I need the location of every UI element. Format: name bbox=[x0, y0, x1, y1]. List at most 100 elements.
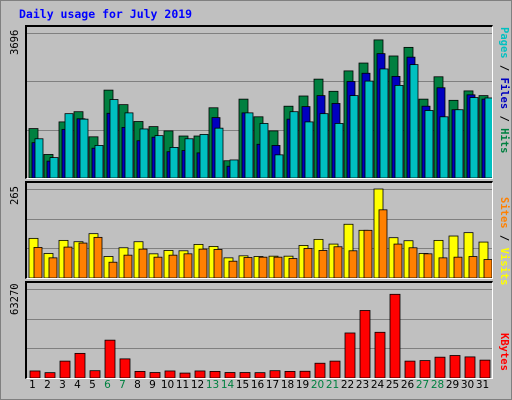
bar-pages-day-27 bbox=[424, 110, 434, 178]
panel-middle-svg bbox=[27, 188, 492, 278]
bar-kbytes-day-26 bbox=[404, 360, 416, 378]
bar-sites-day-12 bbox=[198, 248, 208, 278]
bar-visits-day-30 bbox=[463, 232, 474, 278]
x-tick-label: 30 bbox=[460, 379, 475, 391]
bar-sites-day-31 bbox=[483, 259, 492, 278]
x-tick-label: 18 bbox=[280, 379, 295, 391]
bar-pages-day-10 bbox=[169, 146, 179, 178]
bar-sites-day-13 bbox=[213, 249, 223, 278]
bar-sites-day-27 bbox=[423, 253, 433, 278]
panel-bottom-svg bbox=[27, 289, 492, 378]
bar-kbytes-day-20 bbox=[314, 362, 326, 378]
bar-kbytes-day-27 bbox=[419, 360, 431, 378]
bar-sites-day-11 bbox=[183, 253, 193, 278]
bar-kbytes-day-21 bbox=[329, 360, 341, 378]
bar-sites-day-30 bbox=[468, 256, 478, 278]
bar-pages-day-2 bbox=[49, 157, 59, 178]
bottom-ymax-label: 63270 bbox=[9, 281, 21, 321]
x-tick-label: 4 bbox=[74, 379, 81, 391]
bar-pages-day-1 bbox=[34, 138, 44, 178]
bar-sites-day-7 bbox=[123, 254, 133, 278]
chart-title: Daily usage for July 2019 bbox=[19, 7, 193, 21]
x-tick-label: 1 bbox=[29, 379, 36, 391]
legend-part: / bbox=[498, 58, 510, 78]
bar-sites-day-14 bbox=[228, 260, 238, 278]
x-tick-label: 11 bbox=[175, 379, 190, 391]
bar-sites-day-23 bbox=[363, 229, 373, 278]
bar-pages-day-9 bbox=[154, 135, 164, 178]
top-legend-text: Pages / Files / Hits bbox=[498, 27, 510, 153]
x-tick-label: 19 bbox=[295, 379, 310, 391]
bar-kbytes-day-30 bbox=[464, 356, 476, 378]
bar-sites-day-2 bbox=[48, 257, 58, 278]
legend-part: Hits bbox=[498, 128, 510, 154]
x-tick-label: 3 bbox=[59, 379, 66, 391]
bar-kbytes-day-9 bbox=[149, 372, 161, 378]
bar-sites-day-6 bbox=[108, 261, 118, 278]
bar-sites-day-3 bbox=[63, 246, 73, 278]
bar-sites-day-19 bbox=[303, 248, 313, 278]
x-tick-label: 10 bbox=[160, 379, 175, 391]
bar-kbytes-day-19 bbox=[299, 370, 311, 378]
bar-kbytes-day-23 bbox=[359, 310, 371, 378]
bar-kbytes-day-8 bbox=[134, 370, 146, 378]
x-axis-labels: 1 2 3 4 5 6 7 8 9 10 11 12 13 14 15 16 17 18 19 20 21 22 23 24 2… bbox=[25, 379, 493, 395]
bar-sites-day-1 bbox=[33, 247, 43, 278]
x-tick-label: 12 bbox=[190, 379, 205, 391]
bar-kbytes-day-6 bbox=[104, 339, 116, 378]
middle-ymax-text: 265 bbox=[9, 186, 21, 205]
x-tick-label: 21 bbox=[325, 379, 340, 391]
bar-kbytes-day-29 bbox=[449, 355, 461, 378]
x-tick-label: 29 bbox=[445, 379, 460, 391]
bar-pages-day-23 bbox=[364, 80, 374, 178]
bar-sites-day-4 bbox=[78, 242, 88, 278]
legend-part: / bbox=[498, 228, 510, 248]
bar-pages-day-8 bbox=[139, 128, 149, 178]
bar-pages-day-13 bbox=[214, 127, 224, 178]
bar-sites-day-22 bbox=[348, 250, 358, 278]
x-tick-label: 22 bbox=[340, 379, 355, 391]
bar-pages-day-30 bbox=[469, 97, 479, 178]
x-tick-label: 26 bbox=[400, 379, 415, 391]
x-tick-label: 23 bbox=[355, 379, 370, 391]
bar-pages-day-28 bbox=[439, 116, 449, 178]
bar-kbytes-day-1 bbox=[29, 370, 41, 378]
middle-legend-text: Sites / Visits bbox=[498, 197, 510, 286]
bar-kbytes-day-3 bbox=[59, 360, 71, 378]
top-ymax-text: 3696 bbox=[9, 29, 21, 55]
x-tick-label: 13 bbox=[205, 379, 220, 391]
legend-part: Files bbox=[498, 77, 510, 110]
bar-pages-day-24 bbox=[379, 68, 389, 178]
bar-kbytes-day-15 bbox=[239, 372, 251, 378]
x-tick-label: 20 bbox=[310, 379, 325, 391]
bar-sites-day-21 bbox=[333, 246, 343, 278]
bar-pages-day-14 bbox=[229, 159, 239, 178]
top-ymax-label: 3696 bbox=[9, 23, 21, 73]
bar-kbytes-day-12 bbox=[194, 370, 206, 378]
bar-sites-day-5 bbox=[93, 236, 103, 278]
bar-pages-day-6 bbox=[109, 99, 119, 178]
bar-pages-day-21 bbox=[334, 123, 344, 178]
bar-kbytes-day-24 bbox=[374, 331, 386, 378]
x-tick-label: 24 bbox=[370, 379, 385, 391]
bar-pages-day-11 bbox=[184, 138, 194, 178]
bar-sites-day-26 bbox=[408, 247, 418, 278]
bar-sites-day-18 bbox=[288, 258, 298, 278]
bar-kbytes-day-2 bbox=[44, 372, 56, 378]
x-tick-label: 16 bbox=[250, 379, 265, 391]
bar-kbytes-day-11 bbox=[179, 372, 191, 378]
bar-pages-day-5 bbox=[94, 145, 104, 178]
legend-part: Pages bbox=[498, 27, 510, 59]
bar-pages-day-15 bbox=[244, 112, 254, 178]
bar-sites-day-16 bbox=[258, 256, 268, 278]
x-tick-label: 31 bbox=[475, 379, 490, 391]
x-tick-label: 28 bbox=[430, 379, 445, 391]
x-tick-label: 5 bbox=[89, 379, 96, 391]
bar-pages-day-17 bbox=[274, 154, 284, 178]
bar-kbytes-day-18 bbox=[284, 370, 296, 378]
legend-part: Visits bbox=[498, 247, 510, 286]
legend-part: / bbox=[498, 109, 510, 129]
bar-kbytes-day-31 bbox=[479, 359, 491, 378]
bar-kbytes-day-10 bbox=[164, 370, 176, 378]
